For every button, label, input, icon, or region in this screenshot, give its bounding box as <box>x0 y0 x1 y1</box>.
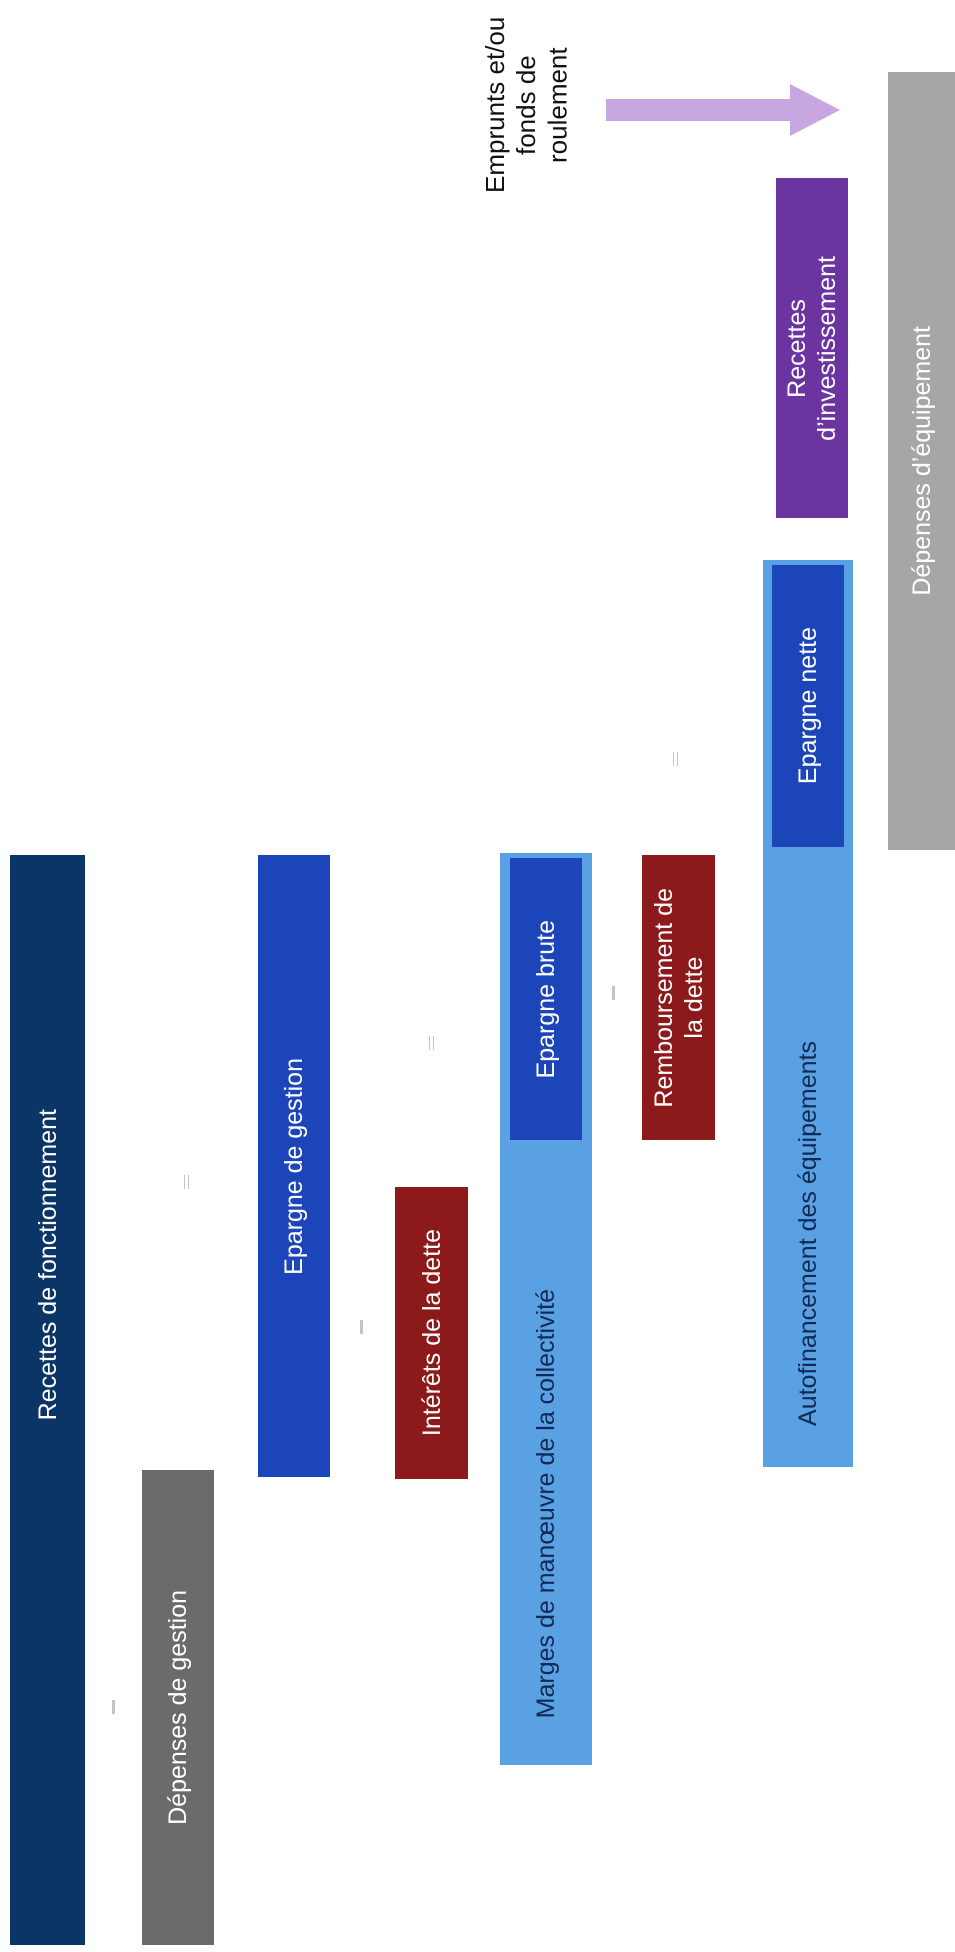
epargne-brute-block: Epargne brute <box>510 858 582 1140</box>
epargne-gestion-block: Epargne de gestion <box>258 855 330 1477</box>
depenses-equipement-label: Dépenses d’équipement <box>907 326 936 596</box>
minus-sign <box>360 1320 363 1334</box>
minus-sign <box>112 1700 115 1714</box>
depenses-gestion-label: Dépenses de gestion <box>164 1590 192 1825</box>
remboursement-dette-block: Remboursement de la dette <box>642 855 715 1140</box>
depenses-gestion-block: Dépenses de gestion <box>142 1470 214 1945</box>
equals-sign <box>673 752 678 766</box>
epargne-gestion-label: Epargne de gestion <box>280 1057 308 1275</box>
marges-manoeuvre-label: Marges de manœuvre de la collectivité <box>532 1289 560 1719</box>
recettes-investissement-block: Recettes d’investissement <box>776 178 848 518</box>
recettes-fonctionnement-block: Recettes de fonctionnement <box>10 855 85 1945</box>
interets-dette-block: Intérêts de la dette <box>395 1187 468 1479</box>
interets-dette-label: Intérêts de la dette <box>417 1229 446 1437</box>
autofinancement-label: Autofinancement des équipements <box>794 1041 822 1426</box>
epargne-nette-label: Epargne nette <box>794 627 822 785</box>
epargne-brute-label: Epargne brute <box>532 919 560 1079</box>
equals-sign <box>429 1036 434 1050</box>
recettes-investissement-label: Recettes d’investissement <box>783 255 841 441</box>
remboursement-dette-label: Remboursement de la dette <box>649 887 708 1108</box>
recettes-fonctionnement-label: Recettes de fonctionnement <box>33 1109 62 1421</box>
equals-sign <box>184 1175 189 1189</box>
arrow-icon <box>606 84 840 136</box>
epargne-nette-block: Epargne nette <box>772 565 844 847</box>
depenses-equipement-block: Dépenses d’équipement <box>888 72 955 850</box>
minus-sign <box>612 986 615 1000</box>
emprunts-annotation: Emprunts et/ou fonds de roulement <box>480 16 573 194</box>
